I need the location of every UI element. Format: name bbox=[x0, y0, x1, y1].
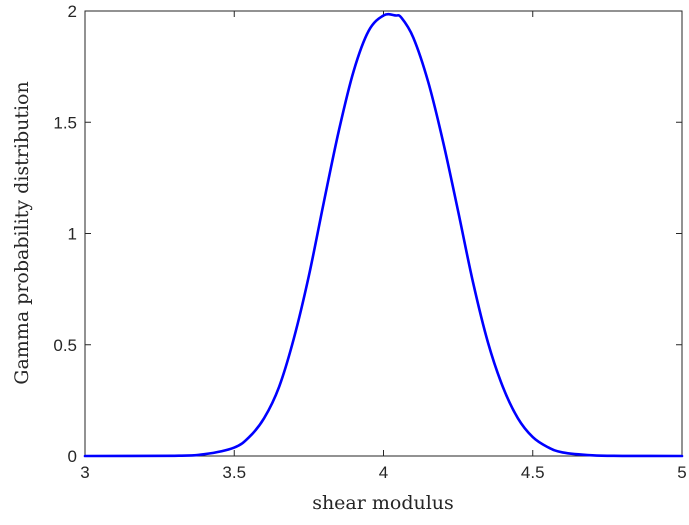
y-tick-label: 1 bbox=[68, 225, 77, 244]
y-tick-label: 2 bbox=[68, 2, 77, 21]
x-axis: 3 3.5 4 4.5 5 bbox=[80, 11, 687, 482]
x-tick-label: 4.5 bbox=[521, 463, 545, 482]
x-tick-label: 5 bbox=[677, 463, 686, 482]
x-tick-label: 3.5 bbox=[222, 463, 246, 482]
x-tick-label: 3 bbox=[80, 463, 89, 482]
y-tick-label: 1.5 bbox=[53, 113, 77, 132]
y-tick-label: 0 bbox=[68, 447, 77, 466]
x-axis-title: shear modulus bbox=[312, 492, 454, 514]
x-tick-label: 4 bbox=[379, 463, 388, 482]
y-axis-title: Gamma probability distribution bbox=[11, 81, 33, 384]
plot-area-frame bbox=[84, 10, 683, 457]
gamma-pdf-line bbox=[83, 12, 684, 458]
y-axis: 0 0.5 1 1.5 2 bbox=[53, 2, 682, 466]
y-tick-label: 0.5 bbox=[53, 336, 77, 355]
